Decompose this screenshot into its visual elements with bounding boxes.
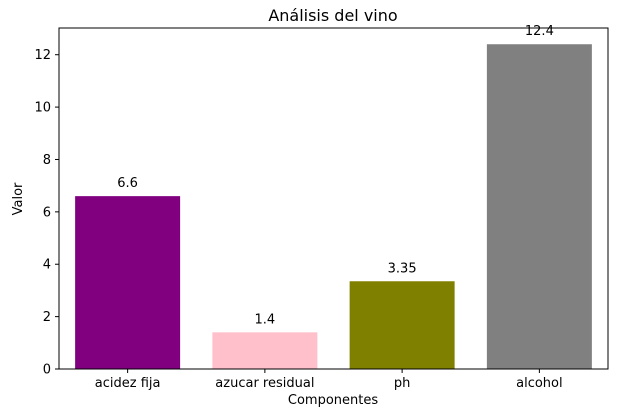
chart-title: Análisis del vino	[268, 6, 397, 25]
x-axis-ticks: acidez fija azucar residual ph alcohol	[95, 369, 563, 391]
data-label: 12.4	[525, 24, 554, 39]
bar-alcohol	[486, 44, 592, 369]
y-axis-ticks: 0 2 4 6 8 10 12	[34, 48, 59, 378]
x-tick-label: alcohol	[516, 376, 562, 391]
data-label: 3.35	[388, 261, 417, 276]
bars-group	[75, 44, 592, 369]
x-tick-label: ph	[394, 376, 411, 391]
data-label: 6.6	[117, 176, 138, 191]
x-axis-label: Componentes	[288, 393, 378, 408]
y-tick-label: 6	[43, 205, 51, 220]
y-tick-label: 4	[43, 258, 51, 273]
y-tick-label: 10	[34, 101, 51, 116]
y-tick-label: 0	[43, 363, 51, 378]
x-tick-label: acidez fija	[95, 376, 161, 391]
y-tick-label: 2	[43, 310, 51, 325]
bar-acidez-fija	[75, 196, 181, 369]
x-tick-label: azucar residual	[215, 376, 314, 391]
data-label: 1.4	[255, 312, 276, 327]
y-tick-label: 12	[34, 48, 51, 63]
bar-ph	[349, 281, 455, 369]
y-axis-label: Valor	[11, 182, 26, 215]
plot-frame	[58, 27, 609, 370]
y-tick-label: 8	[43, 153, 51, 168]
bar-azucar-residual	[212, 332, 318, 369]
